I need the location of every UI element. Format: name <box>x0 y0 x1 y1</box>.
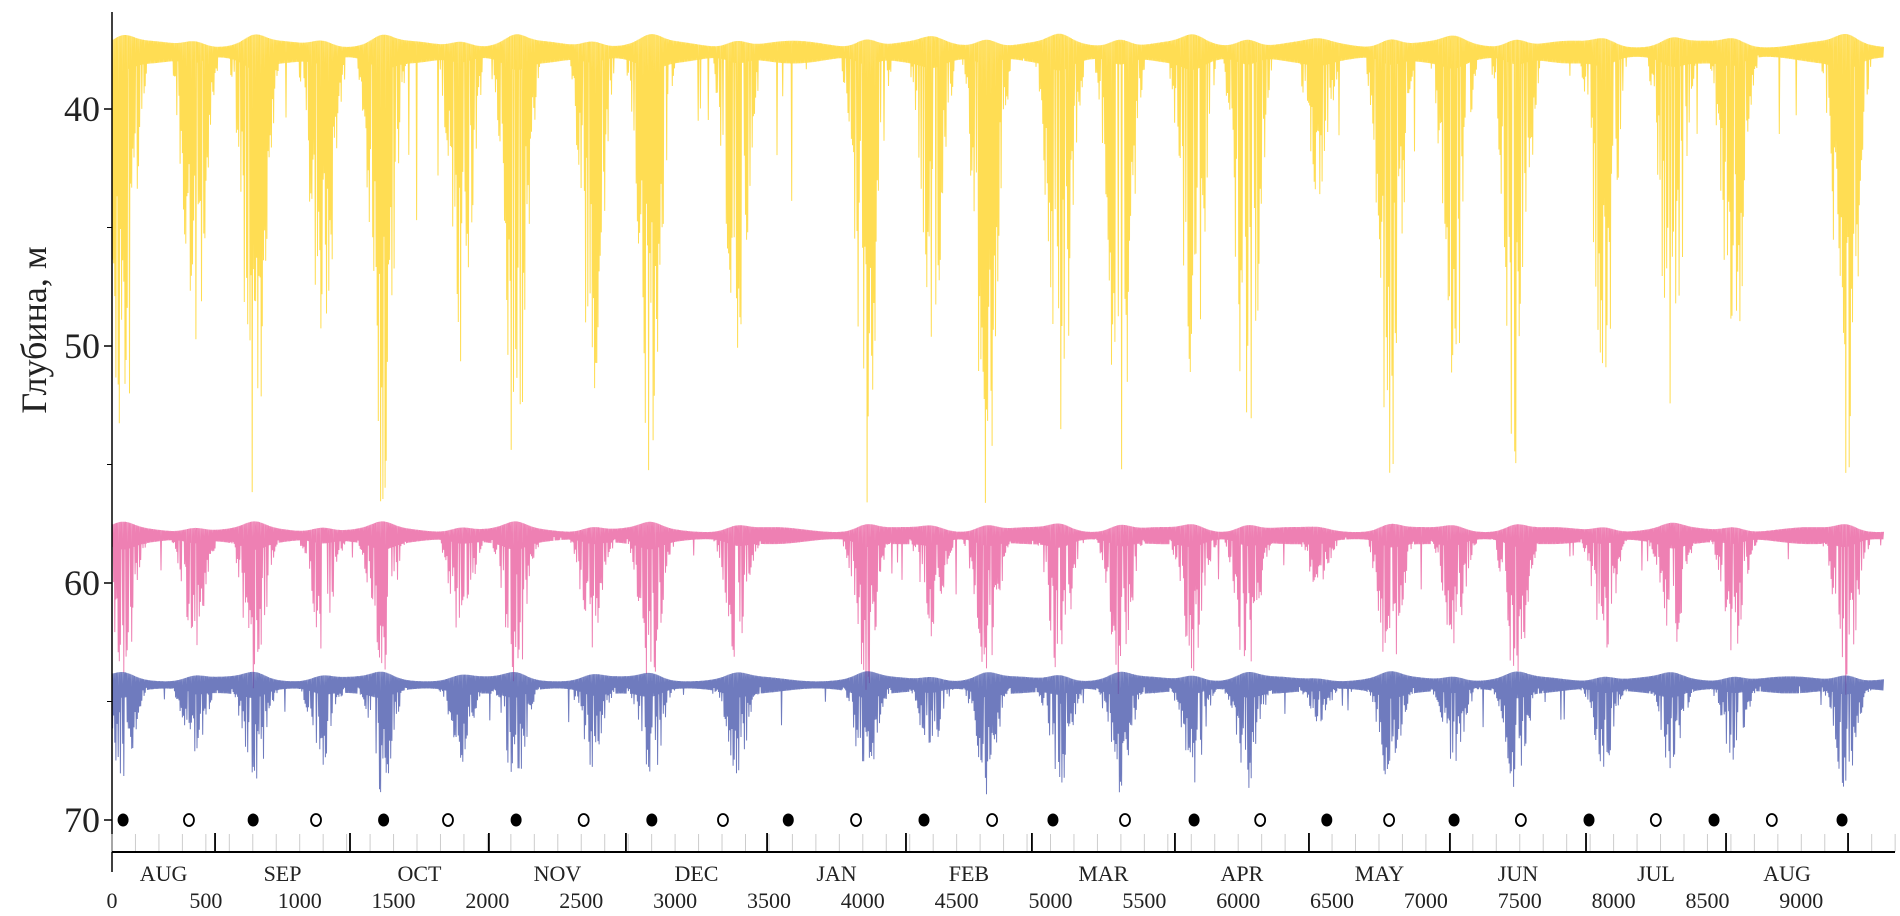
full-moon-marker <box>378 813 390 827</box>
month-label-may: MAY <box>1355 861 1404 886</box>
new-moon-marker <box>442 813 454 827</box>
y-tick-label: 70 <box>64 800 100 840</box>
month-label-mar: MAR <box>1078 861 1128 886</box>
new-moon-marker <box>1254 813 1267 827</box>
axes: 40 50 60 70 0 500 1000 1500 2000 2500 3000 3500 4000… <box>64 12 1896 913</box>
full-moon-marker <box>1583 813 1595 827</box>
depth-series-middle <box>111 521 1884 695</box>
new-moon-marker <box>1765 813 1778 827</box>
new-moon-marker <box>1649 813 1662 827</box>
x-tick-label: 5500 <box>1122 888 1166 913</box>
full-moon-marker <box>247 813 259 827</box>
month-label-jul: JUL <box>1637 861 1675 886</box>
x-tick-label: 3500 <box>747 888 791 913</box>
month-label-aug: AUG <box>1763 861 1811 886</box>
x-tick-label: 8500 <box>1685 888 1729 913</box>
month-label-apr: APR <box>1221 861 1264 886</box>
month-label-sep: SEP <box>264 861 302 886</box>
month-label-feb: FEB <box>949 861 989 886</box>
x-tick-label: 500 <box>189 888 222 913</box>
depth-series-upper <box>111 33 1884 503</box>
y-tick-label: 50 <box>64 326 100 366</box>
x-tick-label: 0 <box>107 888 118 913</box>
full-moon-marker <box>117 813 129 827</box>
month-label-nov: NOV <box>534 861 582 886</box>
month-label-jun: JUN <box>1498 861 1538 886</box>
x-tick-label: 8000 <box>1592 888 1636 913</box>
new-moon-marker <box>1383 813 1396 827</box>
x-tick-label: 4500 <box>935 888 979 913</box>
full-moon-marker <box>646 813 658 827</box>
month-label-jan: JAN <box>816 861 856 886</box>
y-tick-label: 60 <box>64 563 100 603</box>
new-moon-marker <box>717 813 729 827</box>
x-tick-label: 1500 <box>372 888 416 913</box>
full-moon-marker <box>918 813 930 827</box>
moon-phase-markers <box>117 813 1848 827</box>
x-tick-label: 2500 <box>559 888 603 913</box>
month-label-dec: DEC <box>674 861 718 886</box>
depth-series-lower <box>111 671 1884 795</box>
new-moon-marker <box>850 813 862 827</box>
full-moon-marker <box>1188 813 1200 827</box>
new-moon-marker <box>310 813 322 827</box>
full-moon-marker <box>1708 813 1720 827</box>
x-tick-label: 5000 <box>1029 888 1073 913</box>
y-tick-label: 40 <box>64 89 100 129</box>
x-tick-label: 3000 <box>653 888 697 913</box>
full-moon-marker <box>1047 813 1059 827</box>
month-label-oct: OCT <box>397 861 442 886</box>
x-tick-label: 4000 <box>841 888 885 913</box>
new-moon-marker <box>1119 813 1131 827</box>
x-tick-label: 7500 <box>1498 888 1542 913</box>
full-moon-marker <box>1448 813 1460 827</box>
series-layer <box>111 33 1884 795</box>
new-moon-marker <box>577 813 590 827</box>
x-tick-label: 9000 <box>1779 888 1823 913</box>
x-tick-label: 2000 <box>465 888 509 913</box>
y-axis-label: Глубина, м <box>14 246 54 413</box>
month-label-aug: AUG <box>140 861 188 886</box>
x-tick-label: 7000 <box>1404 888 1448 913</box>
full-moon-marker <box>1321 813 1333 827</box>
new-moon-marker <box>986 813 999 827</box>
x-tick-label: 6500 <box>1310 888 1354 913</box>
full-moon-marker <box>510 813 522 827</box>
x-tick-label: 6000 <box>1216 888 1260 913</box>
new-moon-marker <box>183 813 195 827</box>
x-tick-label: 1000 <box>278 888 322 913</box>
full-moon-marker <box>782 813 794 827</box>
new-moon-marker <box>1514 813 1527 827</box>
full-moon-marker <box>1836 813 1848 827</box>
